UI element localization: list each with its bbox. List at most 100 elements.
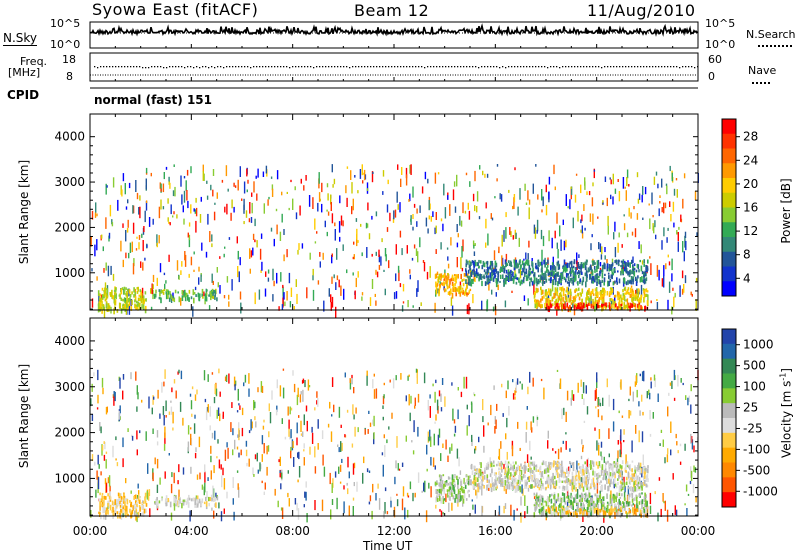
power-panel-region-cell (580, 292, 582, 297)
power-panel-cell (672, 201, 675, 212)
velocity-panel-region-cell (442, 498, 445, 504)
velocity-panel-cell (580, 379, 582, 387)
velocity-panel-region-cell (631, 478, 634, 482)
velocity-panel-region-cell (617, 478, 619, 481)
velocity-panel-cell (417, 393, 420, 403)
velocity-panel-region-cell (623, 482, 626, 488)
power-panel-cell (334, 229, 336, 241)
power-panel-region-cell (573, 259, 576, 264)
velocity-panel-cell (213, 510, 215, 519)
power-panel-cell (535, 164, 537, 167)
velocity-panel-cell (577, 382, 579, 393)
power-panel-cell (429, 203, 431, 210)
velocity-panel-region-cell (561, 460, 563, 467)
power-panel-cell (545, 184, 547, 193)
power-panel-region-cell (106, 288, 109, 294)
power-panel-region-cell (555, 288, 557, 294)
velocity-panel-region-cell (643, 480, 646, 485)
power-panel-region-cell (642, 288, 645, 291)
power-panel-region-cell (619, 306, 622, 311)
freq-dot (340, 66, 342, 68)
freq-dot (388, 66, 390, 68)
power-panel-cell (165, 280, 167, 284)
power-panel-cell (185, 180, 187, 191)
velocity-panel-region-cell (453, 474, 455, 479)
power-panel-cell (649, 218, 651, 230)
power-panel-region-cell (575, 288, 577, 291)
velocity-panel-cell (238, 487, 240, 498)
velocity-panel-region-cell (119, 493, 121, 498)
power-panel-cell (163, 272, 166, 276)
power-panel-region-cell (495, 278, 498, 284)
power-panel-region-cell (542, 289, 544, 295)
velocity-panel-region-cell (464, 482, 466, 486)
power-panel-region-cell (479, 273, 481, 280)
power-panel-cell (554, 186, 556, 191)
velocity-panel-region-cell (588, 506, 591, 512)
power-panel-region-cell (549, 290, 551, 293)
velocity-panel-region-cell (640, 512, 642, 518)
power-panel-cell (117, 199, 119, 211)
velocity-panel-cell (673, 369, 676, 381)
velocity-panel-region-cell (518, 465, 521, 472)
velocity-panel-region-cell (614, 503, 617, 506)
velocity-panel-cell (106, 406, 108, 413)
velocity-panel-region-cell (612, 496, 615, 499)
power-panel-region-cell (570, 270, 573, 274)
velocity-panel-region-cell (510, 463, 512, 470)
velocity-panel-cell (527, 487, 530, 492)
velocity-panel-cell (199, 472, 201, 480)
velocity-panel-cell (331, 499, 334, 505)
power-panel-cell (120, 240, 122, 252)
freq-dot (394, 66, 396, 68)
power-panel-region-cell (445, 276, 448, 280)
velocity-panel-region-cell (593, 482, 595, 487)
power-panel-region-cell (481, 265, 484, 270)
power-panel-cell (121, 189, 123, 197)
power-panel-cell (592, 213, 594, 225)
power-panel-cell (604, 255, 606, 260)
power-panel-cell (542, 235, 545, 247)
power-panel-cell (665, 263, 667, 270)
freq-dot (100, 66, 102, 68)
velocity-panel-region-cell (185, 501, 188, 506)
power-panel-region-cell (178, 296, 181, 303)
velocity-panel-cell (263, 443, 265, 454)
velocity-panel-cell (565, 432, 567, 435)
velocity-panel-region-cell (453, 489, 456, 495)
velocity-panel-cell (262, 425, 265, 430)
power-panel-cell (393, 292, 396, 300)
freq-dot (310, 66, 312, 68)
velocity-panel-cell (266, 445, 268, 455)
velocity-panel-region-cell (103, 499, 105, 506)
power-panel-cell (375, 300, 377, 306)
power-panel-cell (273, 238, 275, 247)
power-panel-region-cell (445, 279, 447, 285)
power-panel-region-cell (545, 291, 547, 297)
velocity-panel-cell (670, 421, 672, 433)
power-panel-cell (183, 190, 186, 203)
power-panel-region-cell (631, 259, 633, 264)
velocity-panel-region-cell (640, 483, 643, 488)
power-panel-cell (286, 249, 288, 258)
velocity-panel-region-cell (627, 508, 630, 511)
velocity-panel-region-cell (201, 498, 204, 504)
power-panel-cell (395, 291, 398, 299)
velocity-panel-region-cell (590, 464, 592, 469)
velocity-panel-cell (629, 386, 631, 396)
power-panel-region-cell (541, 304, 543, 308)
power-panel-cell (164, 283, 166, 290)
power-panel-cell (435, 249, 437, 254)
freq-dot (415, 66, 417, 68)
velocity-panel-region-cell (211, 494, 214, 500)
velocity-panel-region-cell (556, 463, 559, 468)
power-panel-cell (457, 233, 459, 238)
power-panel-region-cell (558, 293, 561, 297)
velocity-panel-region-cell (596, 498, 599, 505)
velocity-panel-region-cell (588, 472, 590, 477)
velocity-panel-region-cell (458, 491, 461, 494)
power-panel-region-cell (470, 261, 472, 266)
velocity-panel-cell (409, 412, 411, 422)
velocity-panel-cell (173, 379, 176, 384)
power-panel-cell (637, 198, 640, 204)
